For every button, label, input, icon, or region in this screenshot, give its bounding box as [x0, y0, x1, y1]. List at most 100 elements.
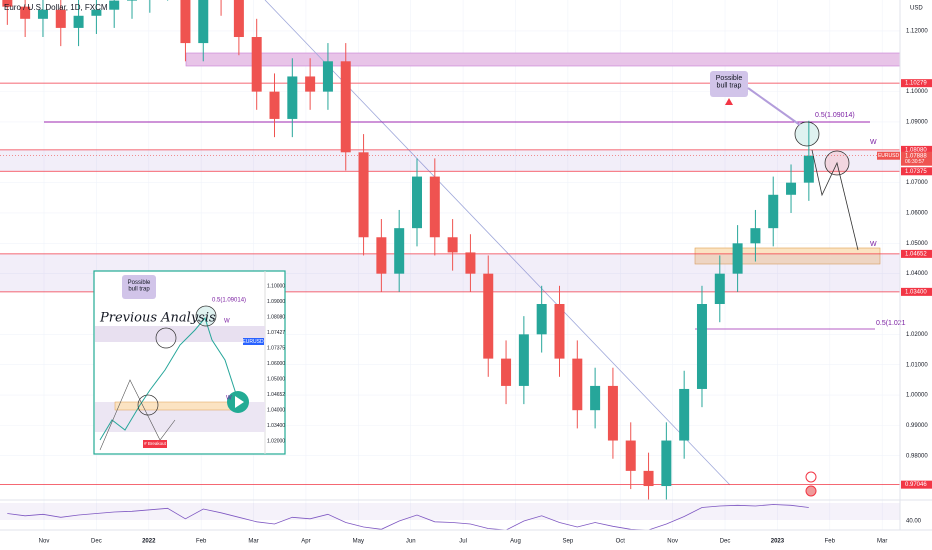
- level-tag: [901, 287, 932, 296]
- event-icon: [805, 485, 817, 497]
- chart-title: Euro / U.S. Dollar, 1D, FXCM: [4, 3, 108, 12]
- y-tick-label: 1.05000: [906, 241, 928, 247]
- x-tick-label: Feb: [825, 539, 836, 545]
- candles: [2, 0, 814, 500]
- inset-tag: [143, 440, 167, 448]
- candle-body: [340, 61, 351, 153]
- candle-body: [358, 152, 369, 238]
- candle-body: [465, 252, 476, 274]
- candle-body: [269, 91, 280, 119]
- price-label: 1.07888: [905, 153, 927, 159]
- inset-axis-label: 1.02000: [267, 438, 285, 444]
- candle-body: [768, 194, 779, 229]
- x-tick-label: Jun: [406, 539, 416, 545]
- level-tag: [901, 79, 932, 88]
- event-icon: [805, 471, 817, 483]
- currency-label: USD: [910, 6, 923, 12]
- candle-body: [607, 385, 618, 441]
- inset-box: [114, 401, 241, 411]
- x-tick-label: Aug: [510, 539, 521, 545]
- x-tick-label: May: [353, 539, 364, 545]
- level-label: 1.07375: [905, 169, 927, 175]
- inset-axis-label: 1.06000: [267, 361, 285, 367]
- candle-body: [20, 6, 31, 19]
- candle-body: [786, 182, 797, 195]
- candle-body: [2, 0, 13, 7]
- price-tag: [901, 151, 932, 166]
- y-tick-label: 1.04000: [906, 271, 928, 277]
- y-tick-label: 0.98000: [906, 453, 928, 459]
- candle-body: [679, 388, 690, 441]
- candle-body: [554, 304, 565, 359]
- rsi-band: [0, 503, 900, 520]
- inset-axis-label: 1.07375: [267, 345, 285, 351]
- x-tick-label: 2023: [771, 539, 785, 545]
- candle-body: [394, 228, 405, 274]
- candle-body: [73, 15, 84, 28]
- x-tick-label: Apr: [301, 539, 310, 545]
- level-tag: [901, 167, 932, 176]
- candle-body: [643, 470, 654, 487]
- level-label: 1.04652: [905, 251, 927, 257]
- inset-chart: Possible bull trap 0.5(1.09014) Previous …: [93, 270, 286, 455]
- candle-body: [661, 440, 672, 487]
- inset-tag-label: # Breakout: [144, 441, 167, 446]
- rsi-pane: 40.00: [0, 499, 932, 531]
- candle-body: [251, 37, 262, 92]
- symbol-tag: [877, 151, 900, 160]
- y-tick-label: 1.10000: [906, 89, 928, 95]
- x-tick-label: Nov: [667, 539, 678, 545]
- candle-body: [233, 0, 244, 38]
- inset-annotation: 0.5(1.09014): [212, 298, 246, 304]
- x-tick-label: Jul: [459, 539, 467, 545]
- level-zone: [0, 149, 900, 172]
- level-label: 0.97046: [905, 482, 927, 488]
- y-tick-label: 1.01000: [906, 362, 928, 368]
- inset-callout: [122, 275, 156, 299]
- inset-price: [99, 316, 239, 441]
- candle-body: [91, 9, 102, 16]
- inset-circle: [155, 327, 177, 349]
- x-tick-label: Dec: [91, 539, 102, 545]
- inset-axis-labels: 1.10000 1.09000 1.08080 1.07427 1.07375 1.060…: [267, 283, 285, 444]
- annotation: 0.5(1.021: [876, 320, 906, 327]
- x-tick-label: Nov: [39, 539, 50, 545]
- callout-pointer: [747, 87, 801, 126]
- warning-icon: [725, 98, 733, 105]
- candle-body: [447, 237, 458, 253]
- candle-body: [536, 304, 547, 335]
- inset-axis-label: 1.04652: [267, 392, 285, 398]
- level-tag: [901, 145, 932, 154]
- y-tick-label: 1.12000: [906, 29, 928, 35]
- projection-path: [811, 149, 859, 251]
- inset-zone: [95, 326, 265, 342]
- annotation: Possible bull trap: [716, 75, 743, 90]
- candle-body: [55, 9, 66, 28]
- annotation: W: [870, 241, 877, 248]
- callout-box: [710, 71, 748, 97]
- circle-marker: [794, 121, 820, 147]
- level-label: 1.03400: [905, 289, 927, 295]
- inset-axis-label: 1.09000: [267, 299, 285, 305]
- candle-body: [109, 0, 120, 10]
- inset-annotation: W: [224, 319, 230, 325]
- candle-body: [501, 358, 512, 386]
- candle-body: [483, 273, 494, 359]
- y-tick-label: 1.00000: [906, 393, 928, 399]
- candle-body: [287, 76, 298, 119]
- candle-body: [518, 334, 529, 386]
- candle-body: [590, 385, 601, 411]
- inset-annotation: Possible bull trap: [128, 280, 151, 293]
- candle-body: [429, 176, 440, 238]
- inset-circle: [137, 394, 159, 416]
- candle-body: [696, 304, 707, 389]
- play-icon[interactable]: [235, 396, 244, 408]
- inset-annotation: W: [226, 396, 232, 402]
- x-tick-label: 2022: [142, 539, 156, 545]
- candle-body: [198, 0, 209, 44]
- symbol-label: EURUSD: [878, 153, 900, 159]
- inset-axis-label: 1.03400: [267, 423, 285, 429]
- inset-axis-label: 1.08080: [267, 314, 285, 320]
- candle-body: [732, 243, 743, 274]
- inset-circle: [195, 305, 217, 327]
